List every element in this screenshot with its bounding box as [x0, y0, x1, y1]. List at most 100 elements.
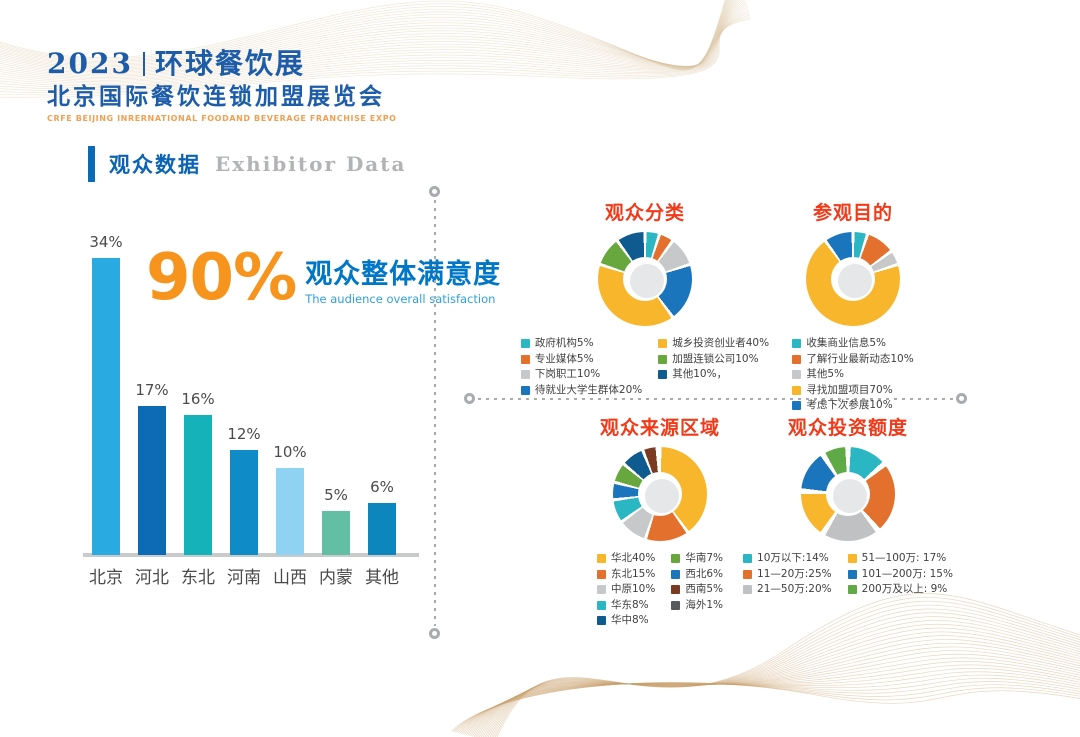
- legend-item: 11—20万:25%: [743, 567, 832, 581]
- visitor-origin-bar-chart: 34% 17% 16% 12% 10% 5% 6% 北京 河北 东北 河南 山西 内蒙 其他: [83, 228, 419, 595]
- legend-label: 海外1%: [685, 598, 723, 611]
- legend-item: 政府机构5%: [520, 337, 642, 350]
- satisfaction-label-zh: 观众整体满意度: [305, 259, 502, 290]
- legend-item: 西南5%: [671, 584, 723, 596]
- expo-title-zh: 环球餐饮展: [154, 47, 305, 80]
- audience-type-chart: 观众分类 政府机构5% 专业媒体5% 下岗职工10% 待就业大学生群体20% 城乡投资创…: [520, 198, 769, 396]
- legend-swatch: [596, 585, 606, 595]
- legend-label: 下岗职工10%: [534, 368, 601, 381]
- legend-swatch: [520, 339, 530, 349]
- legend-swatch: [658, 370, 668, 380]
- expo-year: 2023: [47, 47, 133, 80]
- section-accent-bar: [88, 146, 95, 182]
- legend-swatch: [596, 616, 606, 626]
- legend-label: 华南7%: [685, 552, 723, 564]
- bar-value-label: 6%: [370, 478, 394, 496]
- legend-label: 华中8%: [610, 614, 649, 627]
- legend-swatch: [792, 354, 802, 364]
- legend-item: 华北40%: [596, 552, 655, 565]
- legend-column: 51—100万: 17% 101—200万: 15% 200万及以上: 9%: [847, 552, 953, 596]
- donut-center-disc: [838, 264, 872, 298]
- satisfaction-value: 90%: [146, 241, 297, 315]
- legend-item: 寻找加盟项目70%: [792, 383, 913, 397]
- legend-item: 海外1%: [671, 598, 723, 612]
- legend-item: 加盟连锁公司10%: [658, 352, 769, 366]
- legend-item: 西北6%: [671, 567, 723, 581]
- expo-subtitle-en: CRFE BEIJING INRERNATIONAL FOODAND BEVER…: [47, 114, 397, 124]
- legend-swatch: [847, 554, 857, 564]
- separator-dot: [429, 628, 440, 639]
- legend-swatch: [743, 569, 753, 579]
- legend-label: 其他10%，: [672, 368, 728, 381]
- separator-dot: [464, 393, 475, 404]
- legend-item: 了解行业最新动态10%: [792, 352, 914, 366]
- legend-item: 华中8%: [596, 614, 655, 627]
- legend-swatch: [520, 385, 530, 395]
- chart-legend: 政府机构5% 专业媒体5% 下岗职工10% 待就业大学生群体20% 城乡投资创业者40%…: [520, 337, 769, 396]
- legend-item: 收集商业信息5%: [792, 337, 913, 350]
- donut-chart: [801, 447, 895, 541]
- expo-header: 2023 环球餐饮展 北京国际餐饮连锁加盟展览会 CRFE BEIJING IN…: [47, 47, 397, 124]
- legend-label: 西北6%: [685, 567, 723, 580]
- legend-item: 华南7%: [671, 552, 723, 565]
- legend-swatch: [596, 569, 606, 579]
- legend-label: 了解行业最新动态10%: [806, 352, 914, 365]
- chart-title: 观众分类: [604, 202, 685, 224]
- legend-column: 政府机构5% 专业媒体5% 下岗职工10% 待就业大学生群体20%: [520, 337, 642, 396]
- bar-河北: [138, 406, 166, 555]
- legend-item: 专业媒体5%: [520, 353, 642, 366]
- legend-column: 城乡投资创业者40% 加盟连锁公司10% 其他10%，: [658, 337, 769, 396]
- legend-label: 其他5%: [806, 368, 844, 381]
- legend-label: 寻找加盟项目70%: [806, 383, 893, 396]
- x-axis-baseline: [83, 553, 419, 557]
- legend-label: 11—20万:25%: [757, 567, 832, 580]
- donut-chart: [806, 232, 900, 326]
- bar-value-label: 12%: [227, 425, 261, 443]
- legend-item: 10万以下:14%: [743, 552, 832, 565]
- legend-label: 考虑下次参展10%: [806, 399, 893, 412]
- chart-title: 观众投资额度: [787, 417, 908, 439]
- legend-item: 考虑下次参展10%: [792, 400, 913, 412]
- legend-column: 华北40% 东北15% 中原10% 华东8% 华中8%: [596, 552, 655, 627]
- legend-swatch: [743, 554, 753, 564]
- bar-value-label: 5%: [324, 486, 348, 504]
- legend-item: 东北15%: [596, 568, 655, 581]
- legend-label: 101—200万: 15%: [861, 567, 953, 580]
- bar-value-label: 16%: [181, 390, 215, 408]
- legend-swatch: [847, 569, 857, 579]
- satisfaction-callout: 90% 观众整体满意度 The audience overall satisfa…: [146, 246, 501, 310]
- bar-category-label: 北京: [89, 568, 123, 588]
- donut-center-disc: [833, 479, 867, 513]
- bar-category-label: 河北: [135, 568, 169, 588]
- legend-swatch: [792, 370, 802, 380]
- bar-category-label: 内蒙: [319, 568, 353, 588]
- legend-swatch: [596, 554, 606, 564]
- donut-chart: [598, 232, 692, 326]
- satisfaction-labels: 观众整体满意度 The audience overall satisfactio…: [305, 260, 501, 310]
- donut-center-disc: [645, 479, 679, 513]
- legend-label: 加盟连锁公司10%: [672, 352, 759, 365]
- legend-label: 21—50万:20%: [757, 583, 832, 596]
- bar-category-label: 其他: [365, 568, 399, 588]
- expo-subtitle-zh: 北京国际餐饮连锁加盟展览会: [47, 83, 385, 110]
- section-heading: 观众数据 Exhibitor Data: [88, 146, 406, 182]
- chart-title: 参观目的: [812, 202, 893, 224]
- bar-北京: [92, 258, 120, 555]
- legend-item: 城乡投资创业者40%: [658, 337, 769, 350]
- legend-label: 华东8%: [610, 598, 649, 611]
- bar-category-label: 山西: [273, 568, 307, 588]
- legend-swatch: [520, 354, 530, 364]
- section-title-en: Exhibitor Data: [215, 152, 407, 176]
- separator-dot: [956, 393, 967, 404]
- legend-swatch: [520, 370, 530, 380]
- legend-item: 51—100万: 17%: [847, 552, 953, 565]
- legend-swatch: [671, 585, 681, 595]
- legend-label: 51—100万: 17%: [861, 552, 947, 564]
- bar-category-label: 河南: [227, 568, 261, 588]
- bar-内蒙: [322, 511, 350, 555]
- bar-value-label: 10%: [273, 443, 307, 461]
- legend-item: 101—200万: 15%: [847, 567, 953, 581]
- separator-dot: [429, 186, 440, 197]
- donut-chart: [613, 447, 707, 541]
- legend-swatch: [658, 354, 668, 364]
